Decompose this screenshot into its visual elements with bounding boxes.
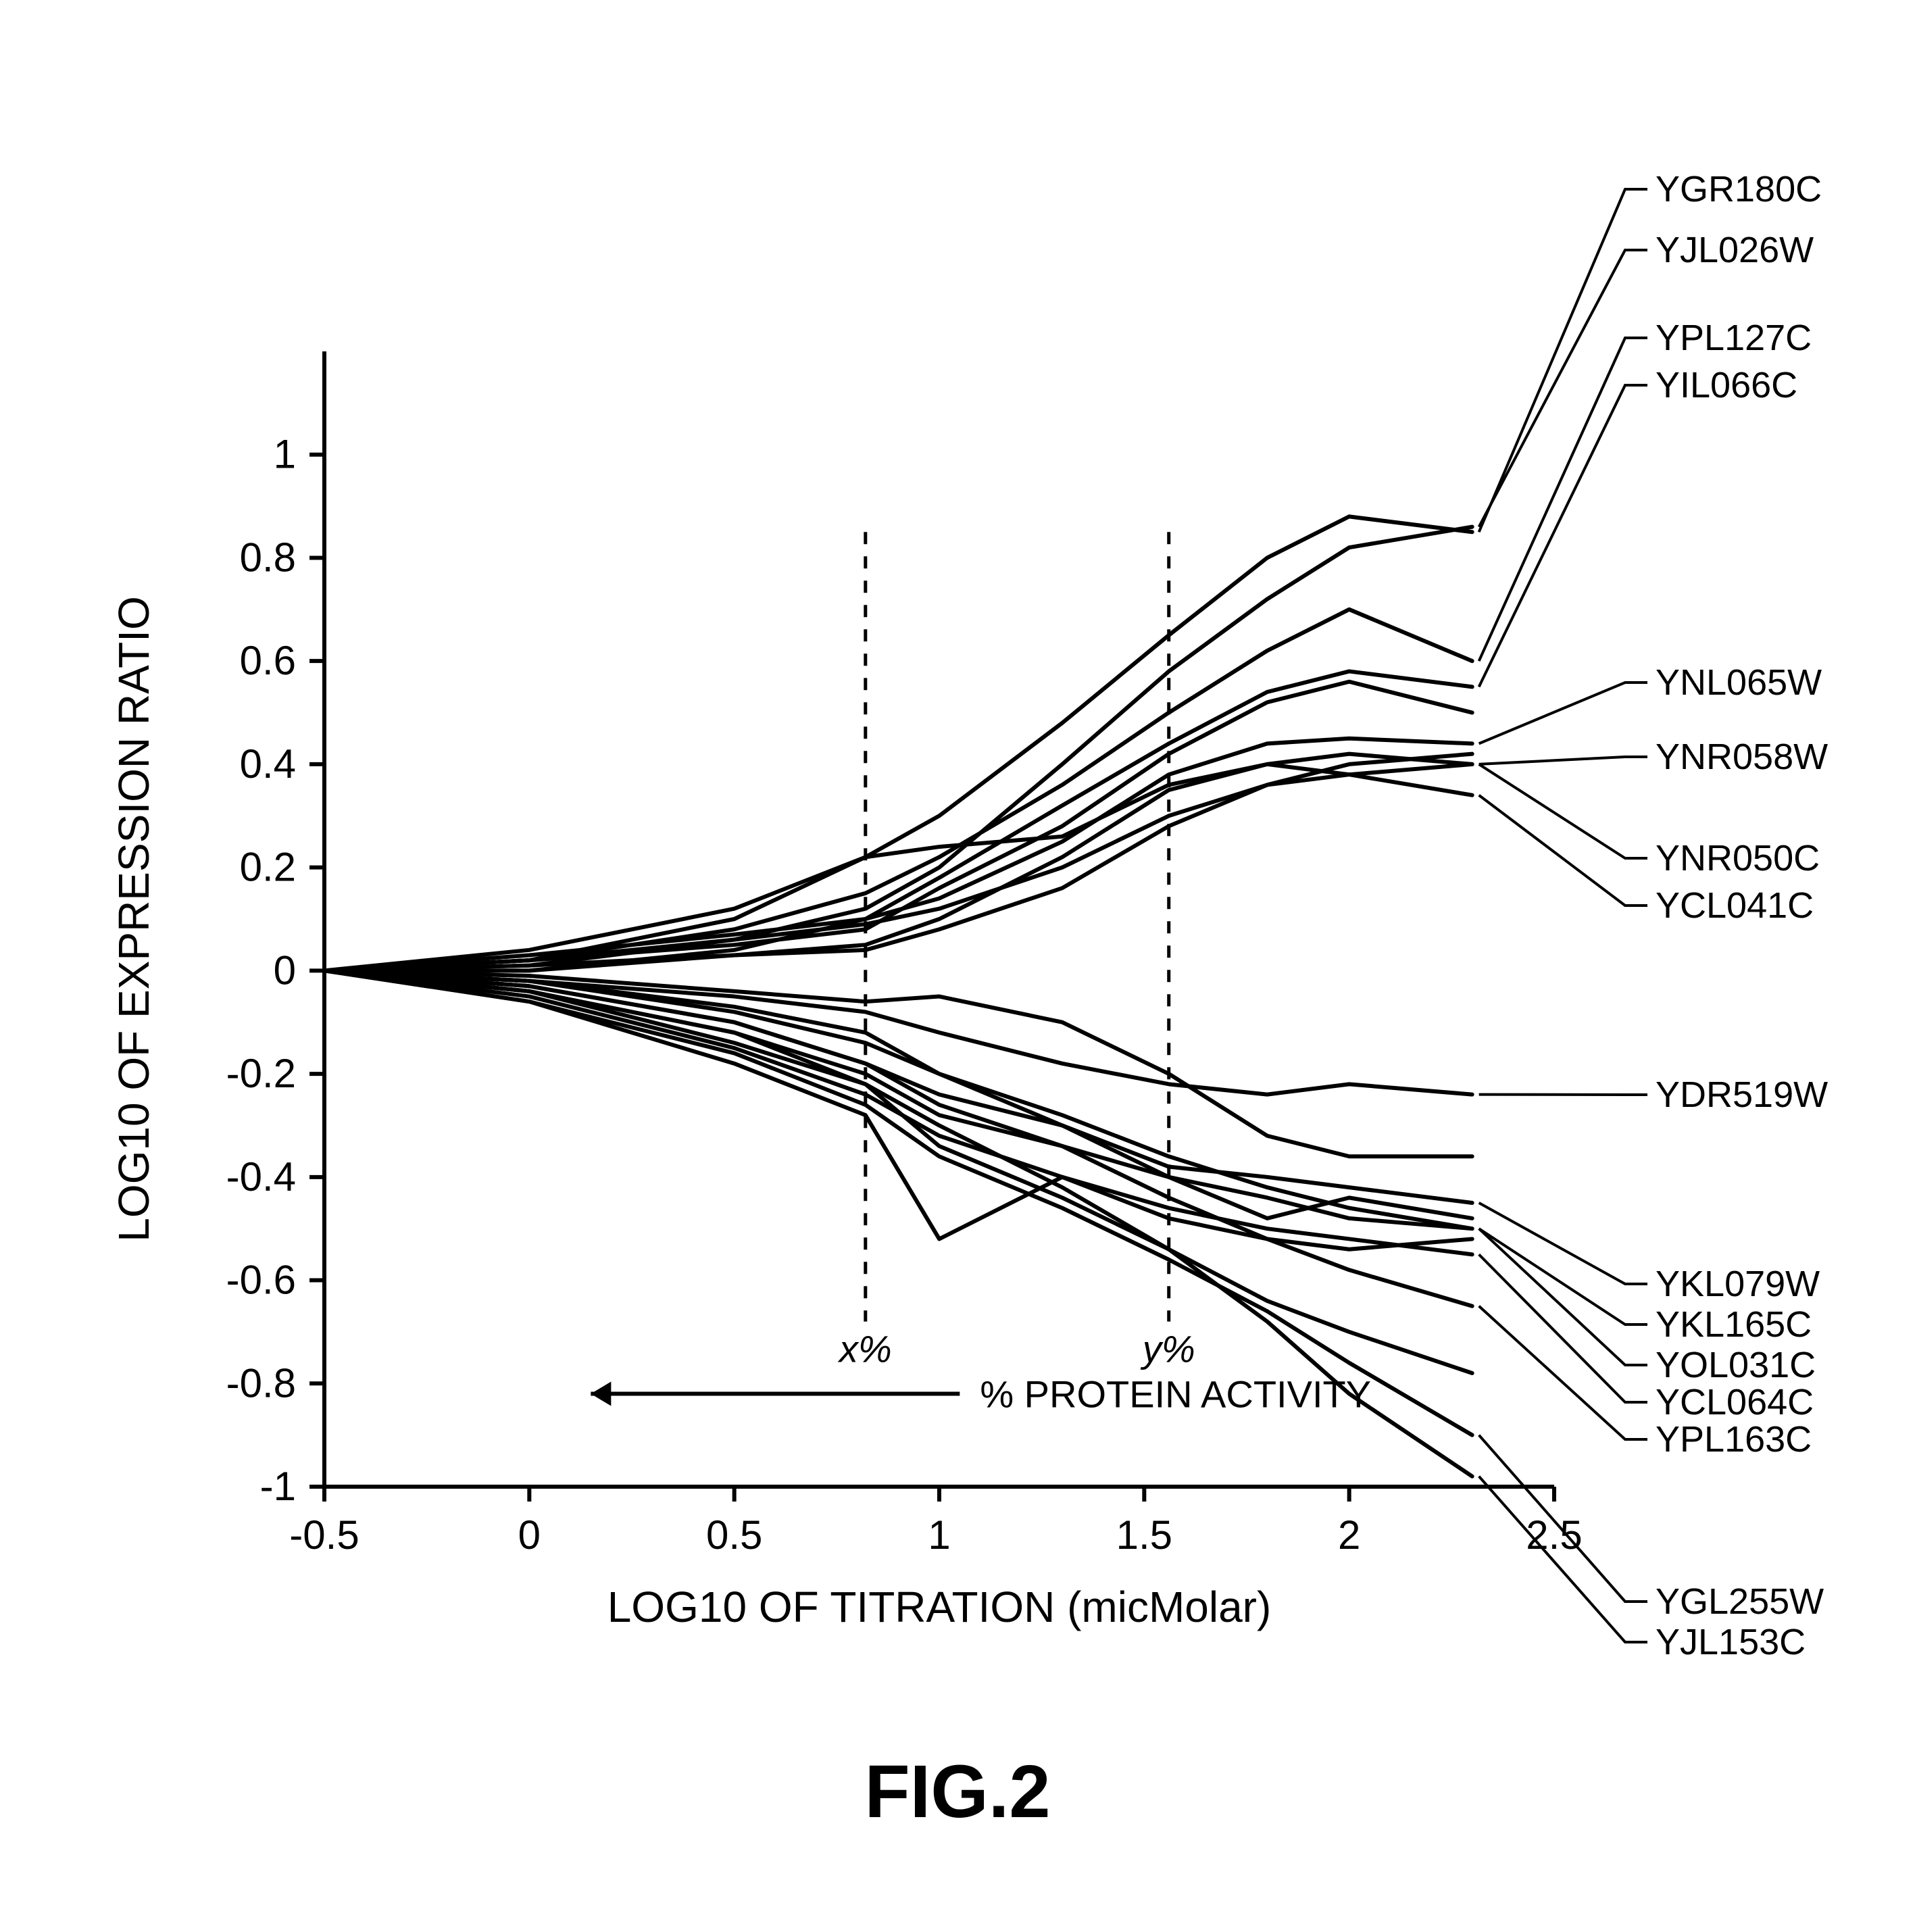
- series-label: YIL066C: [1656, 365, 1797, 405]
- y-tick-label: -0.4: [226, 1154, 296, 1199]
- y-tick-label: -0.2: [226, 1051, 296, 1096]
- series-label: YPL163C: [1656, 1419, 1812, 1460]
- y-tick-label: 1: [274, 432, 296, 477]
- series-label: YNR050C: [1656, 838, 1820, 878]
- x-axis-label: LOG10 OF TITRATION (micMolar): [607, 1583, 1272, 1631]
- y-tick-label: 0.6: [240, 638, 296, 683]
- y-tick-label: 0.8: [240, 535, 296, 580]
- y-tick-label: 0.2: [240, 845, 296, 890]
- series-label: YDR519W: [1656, 1074, 1828, 1115]
- series-label: YNR058W: [1656, 737, 1828, 777]
- protein-activity-label: % PROTEIN ACTIVITY: [980, 1373, 1371, 1416]
- y-tick-label: -0.8: [226, 1360, 296, 1406]
- x-tick-label: 0: [518, 1512, 541, 1558]
- reference-vline-label: y%: [1140, 1328, 1195, 1370]
- series-label: YOL031C: [1656, 1345, 1816, 1385]
- figure-caption: FIG.2: [864, 1750, 1050, 1833]
- series-label: YCL064C: [1656, 1382, 1814, 1422]
- series-label: YJL153C: [1656, 1622, 1806, 1662]
- expression-ratio-chart: -0.500.511.522.5-1-0.8-0.6-0.4-0.200.20.…: [0, 0, 1915, 1932]
- x-tick-label: 1.5: [1116, 1512, 1172, 1558]
- series-label: YGR180C: [1656, 169, 1822, 209]
- reference-vline-label: x%: [837, 1328, 892, 1370]
- y-tick-label: 0.4: [240, 741, 296, 787]
- series-label: YCL041C: [1656, 885, 1814, 926]
- series-label: YPL127C: [1656, 318, 1812, 358]
- series-label: YJL026W: [1656, 230, 1814, 270]
- x-tick-label: 1: [928, 1512, 950, 1558]
- x-tick-label: 0.5: [706, 1512, 762, 1558]
- series-label: YKL165C: [1656, 1304, 1812, 1345]
- x-tick-label: 2: [1338, 1512, 1360, 1558]
- series-label: YGL255W: [1656, 1581, 1824, 1622]
- series-label: YNL065W: [1656, 662, 1822, 703]
- y-tick-label: -1: [260, 1464, 296, 1509]
- x-tick-label: -0.5: [289, 1512, 359, 1558]
- series-label: YKL079W: [1656, 1264, 1820, 1304]
- y-tick-label: -0.6: [226, 1258, 296, 1303]
- y-tick-label: 0: [274, 947, 296, 993]
- y-axis-label: LOG10 OF EXPRESSION RATIO: [109, 596, 158, 1242]
